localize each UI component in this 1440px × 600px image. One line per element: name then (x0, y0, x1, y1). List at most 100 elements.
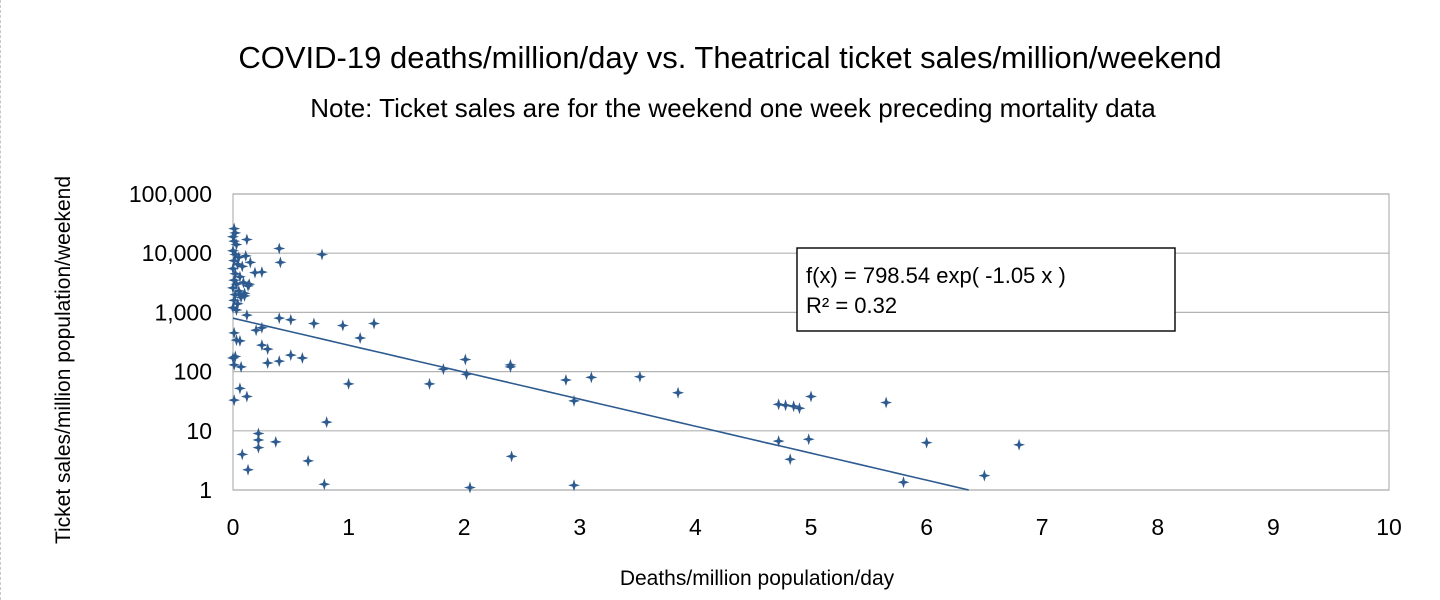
y-tick-label: 1 (199, 477, 212, 503)
data-point (793, 402, 806, 415)
data-point (805, 390, 817, 403)
data-point (354, 331, 367, 344)
equation-box-frame (796, 247, 1176, 332)
data-point (227, 351, 239, 364)
data-point (772, 398, 785, 411)
data-point (261, 356, 274, 369)
data-point (242, 463, 255, 476)
data-point (233, 270, 246, 283)
data-point (228, 326, 241, 339)
data-point (1013, 438, 1026, 451)
data-point (368, 317, 381, 330)
y-tick-label: 100,000 (129, 181, 212, 207)
data-point (273, 242, 286, 255)
data-point (238, 287, 251, 300)
data-point (243, 278, 256, 291)
trendline-equation-box: f(x) = 798.54 exp( -1.05 x ) R² = 0.32 (796, 247, 1176, 332)
x-tick-label: 9 (1267, 514, 1280, 540)
x-tick-label: 0 (227, 514, 240, 540)
x-tick-label: 7 (1036, 514, 1049, 540)
data-point (273, 312, 286, 325)
x-axis-ticks: 0 1 2 3 4 5 6 7 8 9 10 (227, 514, 1402, 540)
data-point (252, 427, 265, 440)
data-point (505, 450, 518, 463)
data-points (227, 222, 1026, 494)
left-edge-marks (0, 0, 3, 600)
trendline-equation: f(x) = 798.54 exp( -1.05 x ) (806, 263, 1066, 288)
data-point (897, 476, 910, 489)
data-point (633, 370, 646, 383)
data-point (336, 319, 349, 332)
data-point (233, 382, 246, 395)
x-tick-label: 4 (689, 514, 702, 540)
data-point (459, 353, 472, 366)
x-axis-title: Deaths/million population/day (620, 567, 895, 590)
data-point (342, 377, 355, 390)
data-point (784, 453, 797, 466)
data-point (437, 363, 450, 376)
x-tick-label: 6 (920, 514, 933, 540)
y-tick-label: 10,000 (142, 240, 212, 266)
data-point (230, 278, 243, 291)
data-point (559, 374, 572, 387)
data-point (236, 448, 249, 461)
trendline (232, 317, 969, 491)
data-point (255, 339, 268, 352)
x-tick-label: 1 (342, 514, 355, 540)
data-point (250, 324, 263, 337)
data-point (284, 349, 297, 362)
data-point (302, 454, 315, 467)
data-point (227, 262, 239, 275)
data-point (228, 274, 241, 287)
data-point (230, 303, 243, 316)
data-point (228, 235, 241, 248)
data-point (244, 256, 257, 269)
x-tick-label: 10 (1376, 514, 1402, 540)
data-point (274, 256, 287, 269)
plot-area-frame (232, 193, 1390, 491)
data-point (296, 351, 309, 364)
gridlines (233, 193, 1389, 491)
data-point (236, 260, 249, 273)
data-point (320, 416, 333, 429)
data-point (423, 377, 436, 390)
data-point (978, 469, 991, 482)
x-tick-label: 3 (573, 514, 586, 540)
data-point (460, 368, 473, 381)
y-axis-title: Ticket sales/million population/weekend (52, 176, 75, 544)
data-point (772, 435, 785, 448)
data-point (463, 481, 476, 494)
data-point (269, 435, 282, 448)
data-point (235, 360, 248, 373)
data-point (568, 479, 581, 492)
y-tick-label: 100 (174, 359, 212, 385)
data-point (228, 254, 241, 267)
chart-subtitle: Note: Ticket sales are for the weekend o… (310, 93, 1156, 123)
data-point (230, 238, 243, 251)
data-point (240, 309, 253, 322)
y-tick-label: 1,000 (154, 299, 212, 325)
data-point (284, 313, 297, 326)
data-point (228, 358, 241, 371)
x-tick-label: 5 (805, 514, 818, 540)
data-point (787, 400, 800, 413)
data-point (880, 396, 893, 409)
data-point (261, 343, 274, 356)
data-point (672, 386, 685, 399)
r-squared-value: R² = 0.32 (806, 293, 897, 318)
data-point (240, 390, 253, 403)
data-point (255, 266, 268, 279)
data-point (585, 371, 598, 384)
y-axis-ticks: 1 10 100 1,000 10,000 100,000 (129, 181, 212, 503)
data-point (802, 433, 815, 446)
data-point (318, 478, 331, 491)
data-point (227, 244, 239, 257)
data-point (228, 394, 241, 407)
data-point (504, 360, 517, 373)
data-point (252, 441, 265, 454)
data-point (307, 317, 320, 330)
data-point (228, 222, 241, 235)
x-tick-label: 2 (458, 514, 471, 540)
data-point (779, 399, 792, 412)
